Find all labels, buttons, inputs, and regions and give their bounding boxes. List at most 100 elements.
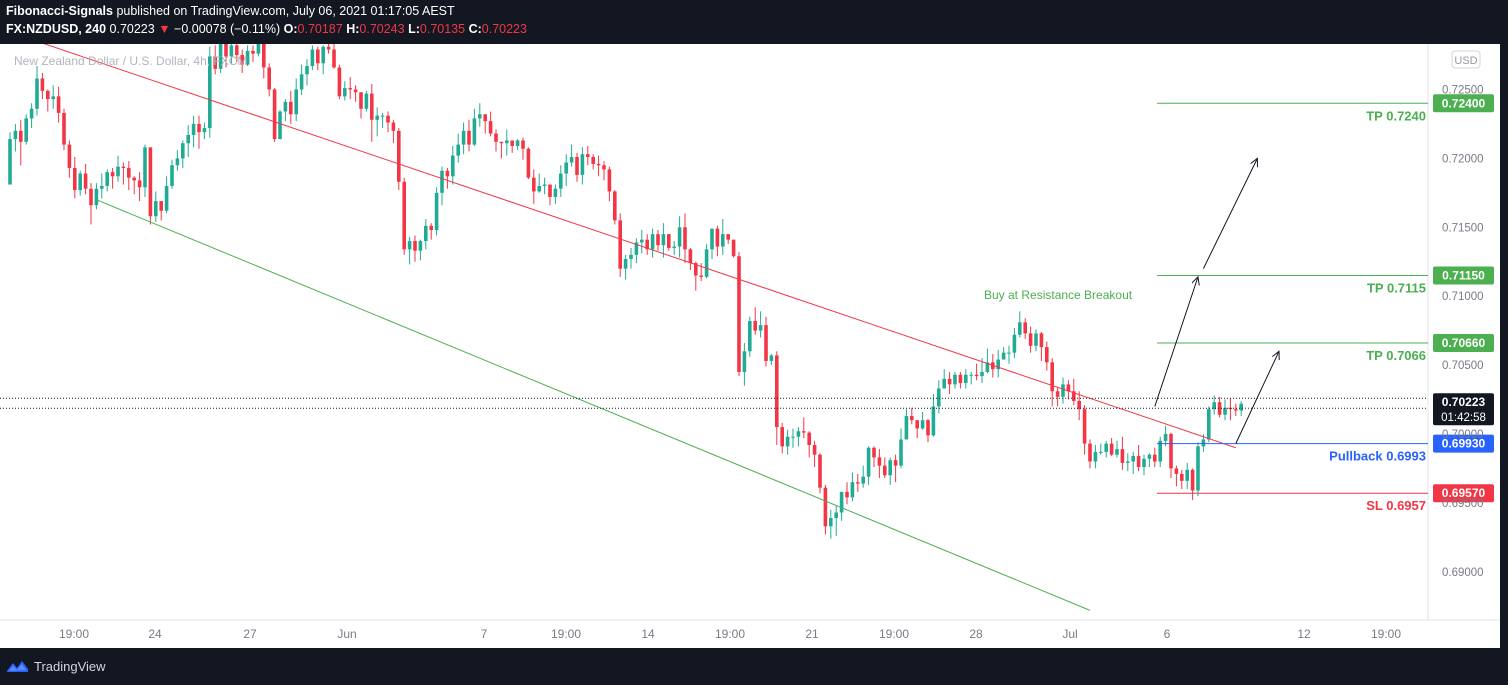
candle-body	[580, 154, 585, 175]
level-price-tag-text: 0.69570	[1442, 486, 1486, 500]
candle-body	[877, 457, 882, 466]
open-value: 0.70187	[297, 22, 343, 36]
candle-body	[83, 173, 88, 189]
candle-body	[683, 227, 687, 250]
level-price-tag	[1433, 434, 1494, 453]
currency-button[interactable]: USD	[1451, 50, 1481, 69]
candle-body	[1028, 333, 1033, 346]
candle-body	[532, 177, 536, 192]
candle-body	[505, 140, 509, 144]
candle-body	[197, 123, 201, 133]
candle-body	[694, 263, 698, 276]
candle-body	[953, 374, 957, 385]
price-axis[interactable]: 0.72500 0.72000 0.71500 0.71000 0.70500 0.700…	[1433, 84, 1494, 579]
symbol-name: FX:NZDUSD, 240	[6, 22, 107, 36]
candle-body	[1163, 433, 1168, 441]
candle-body	[1050, 362, 1054, 392]
last-price-tag-price: 0.70223	[1442, 395, 1486, 409]
candle-body	[677, 227, 682, 247]
candle-body	[127, 168, 131, 178]
candle-body	[494, 133, 498, 142]
author-name[interactable]: Fibonacci-Signals	[6, 4, 113, 18]
candle-body	[94, 188, 99, 206]
candle-body	[586, 154, 590, 157]
candle-body	[731, 239, 736, 257]
candle-body	[623, 258, 628, 269]
level-price-tag-text: 0.70660	[1442, 336, 1486, 350]
support-trendline[interactable]	[96, 199, 1091, 611]
candle-body	[607, 169, 612, 192]
tradingview-logo-icon[interactable]	[6, 658, 30, 674]
candle-body	[964, 374, 968, 383]
candle-body	[67, 144, 72, 169]
candle-body	[467, 130, 471, 145]
candle-body	[121, 166, 126, 169]
low-label: L:	[408, 22, 420, 36]
candle-body	[19, 130, 23, 142]
candle-body	[1201, 439, 1206, 447]
currency-button-frame[interactable]	[1451, 50, 1481, 69]
candle-body	[62, 112, 66, 145]
price-chart[interactable]: TP 0.7240 0.72400 TP 0.7115 0.71150 TP 0.706…	[0, 44, 1508, 648]
candle-body	[650, 234, 655, 250]
candle-body	[812, 444, 817, 455]
candle-body	[110, 172, 115, 177]
price-tick-label: 0.71500	[1442, 222, 1484, 234]
candle-body	[920, 420, 925, 429]
candle-body	[370, 93, 374, 120]
candle-body	[483, 114, 487, 122]
currency-label: USD	[1454, 55, 1477, 67]
candle-body	[326, 46, 331, 50]
candle-body	[164, 185, 169, 211]
candle-body	[764, 325, 768, 361]
candle-body	[100, 185, 104, 189]
price-tick-label: 0.69000	[1442, 567, 1484, 579]
candle-body	[1034, 333, 1038, 346]
candle-body	[1039, 333, 1044, 348]
level-label: SL 0.6957	[1366, 498, 1426, 513]
candle-body	[272, 89, 277, 140]
level-price-tag	[1433, 94, 1494, 113]
candle-body	[947, 378, 952, 385]
candle-body	[213, 56, 217, 69]
candle-body	[116, 166, 120, 177]
candle-body	[235, 45, 239, 56]
candle-body	[316, 49, 320, 64]
candle-body	[251, 50, 255, 54]
candle-body	[1115, 449, 1119, 455]
projection-arrow[interactable]	[1202, 158, 1257, 269]
time-axis[interactable]: 19:00 24 27 Jun 7 19:00 14 19:00 21 19:00 28 Jul 6 12…	[59, 627, 1401, 641]
candle-body	[856, 482, 860, 484]
candle-body	[753, 320, 757, 331]
candle-body	[380, 115, 385, 117]
candle-body	[839, 491, 844, 513]
time-tick-label: 24	[148, 627, 162, 641]
projection-arrow[interactable]	[1154, 277, 1198, 407]
candle-body	[299, 74, 304, 90]
candle-body	[845, 491, 849, 498]
candle-body	[1099, 451, 1103, 453]
candle-body	[1147, 454, 1152, 459]
candle-body	[40, 78, 45, 91]
time-tick-label: 19:00	[551, 627, 581, 641]
candle-body	[1217, 402, 1222, 415]
projection-arrow[interactable]	[1235, 351, 1279, 444]
candle-body	[634, 242, 639, 255]
candle-body	[262, 44, 266, 68]
candle-body	[910, 416, 914, 421]
tradingview-brand[interactable]: TradingView	[34, 659, 106, 674]
resistance-trendline[interactable]	[37, 44, 1236, 449]
candle-body	[499, 141, 504, 144]
candle-body	[661, 234, 666, 246]
last-price-tag	[1433, 393, 1494, 426]
candle-body	[413, 241, 417, 251]
last-price-countdown: 01:42:58	[1441, 412, 1486, 424]
candle-body	[154, 201, 158, 217]
candle-body	[775, 355, 779, 428]
candles	[8, 44, 1243, 539]
candle-body	[364, 93, 369, 109]
candle-body	[1088, 443, 1092, 462]
candle-body	[73, 168, 77, 191]
candle-body	[1045, 347, 1049, 363]
candle-body	[46, 90, 50, 100]
